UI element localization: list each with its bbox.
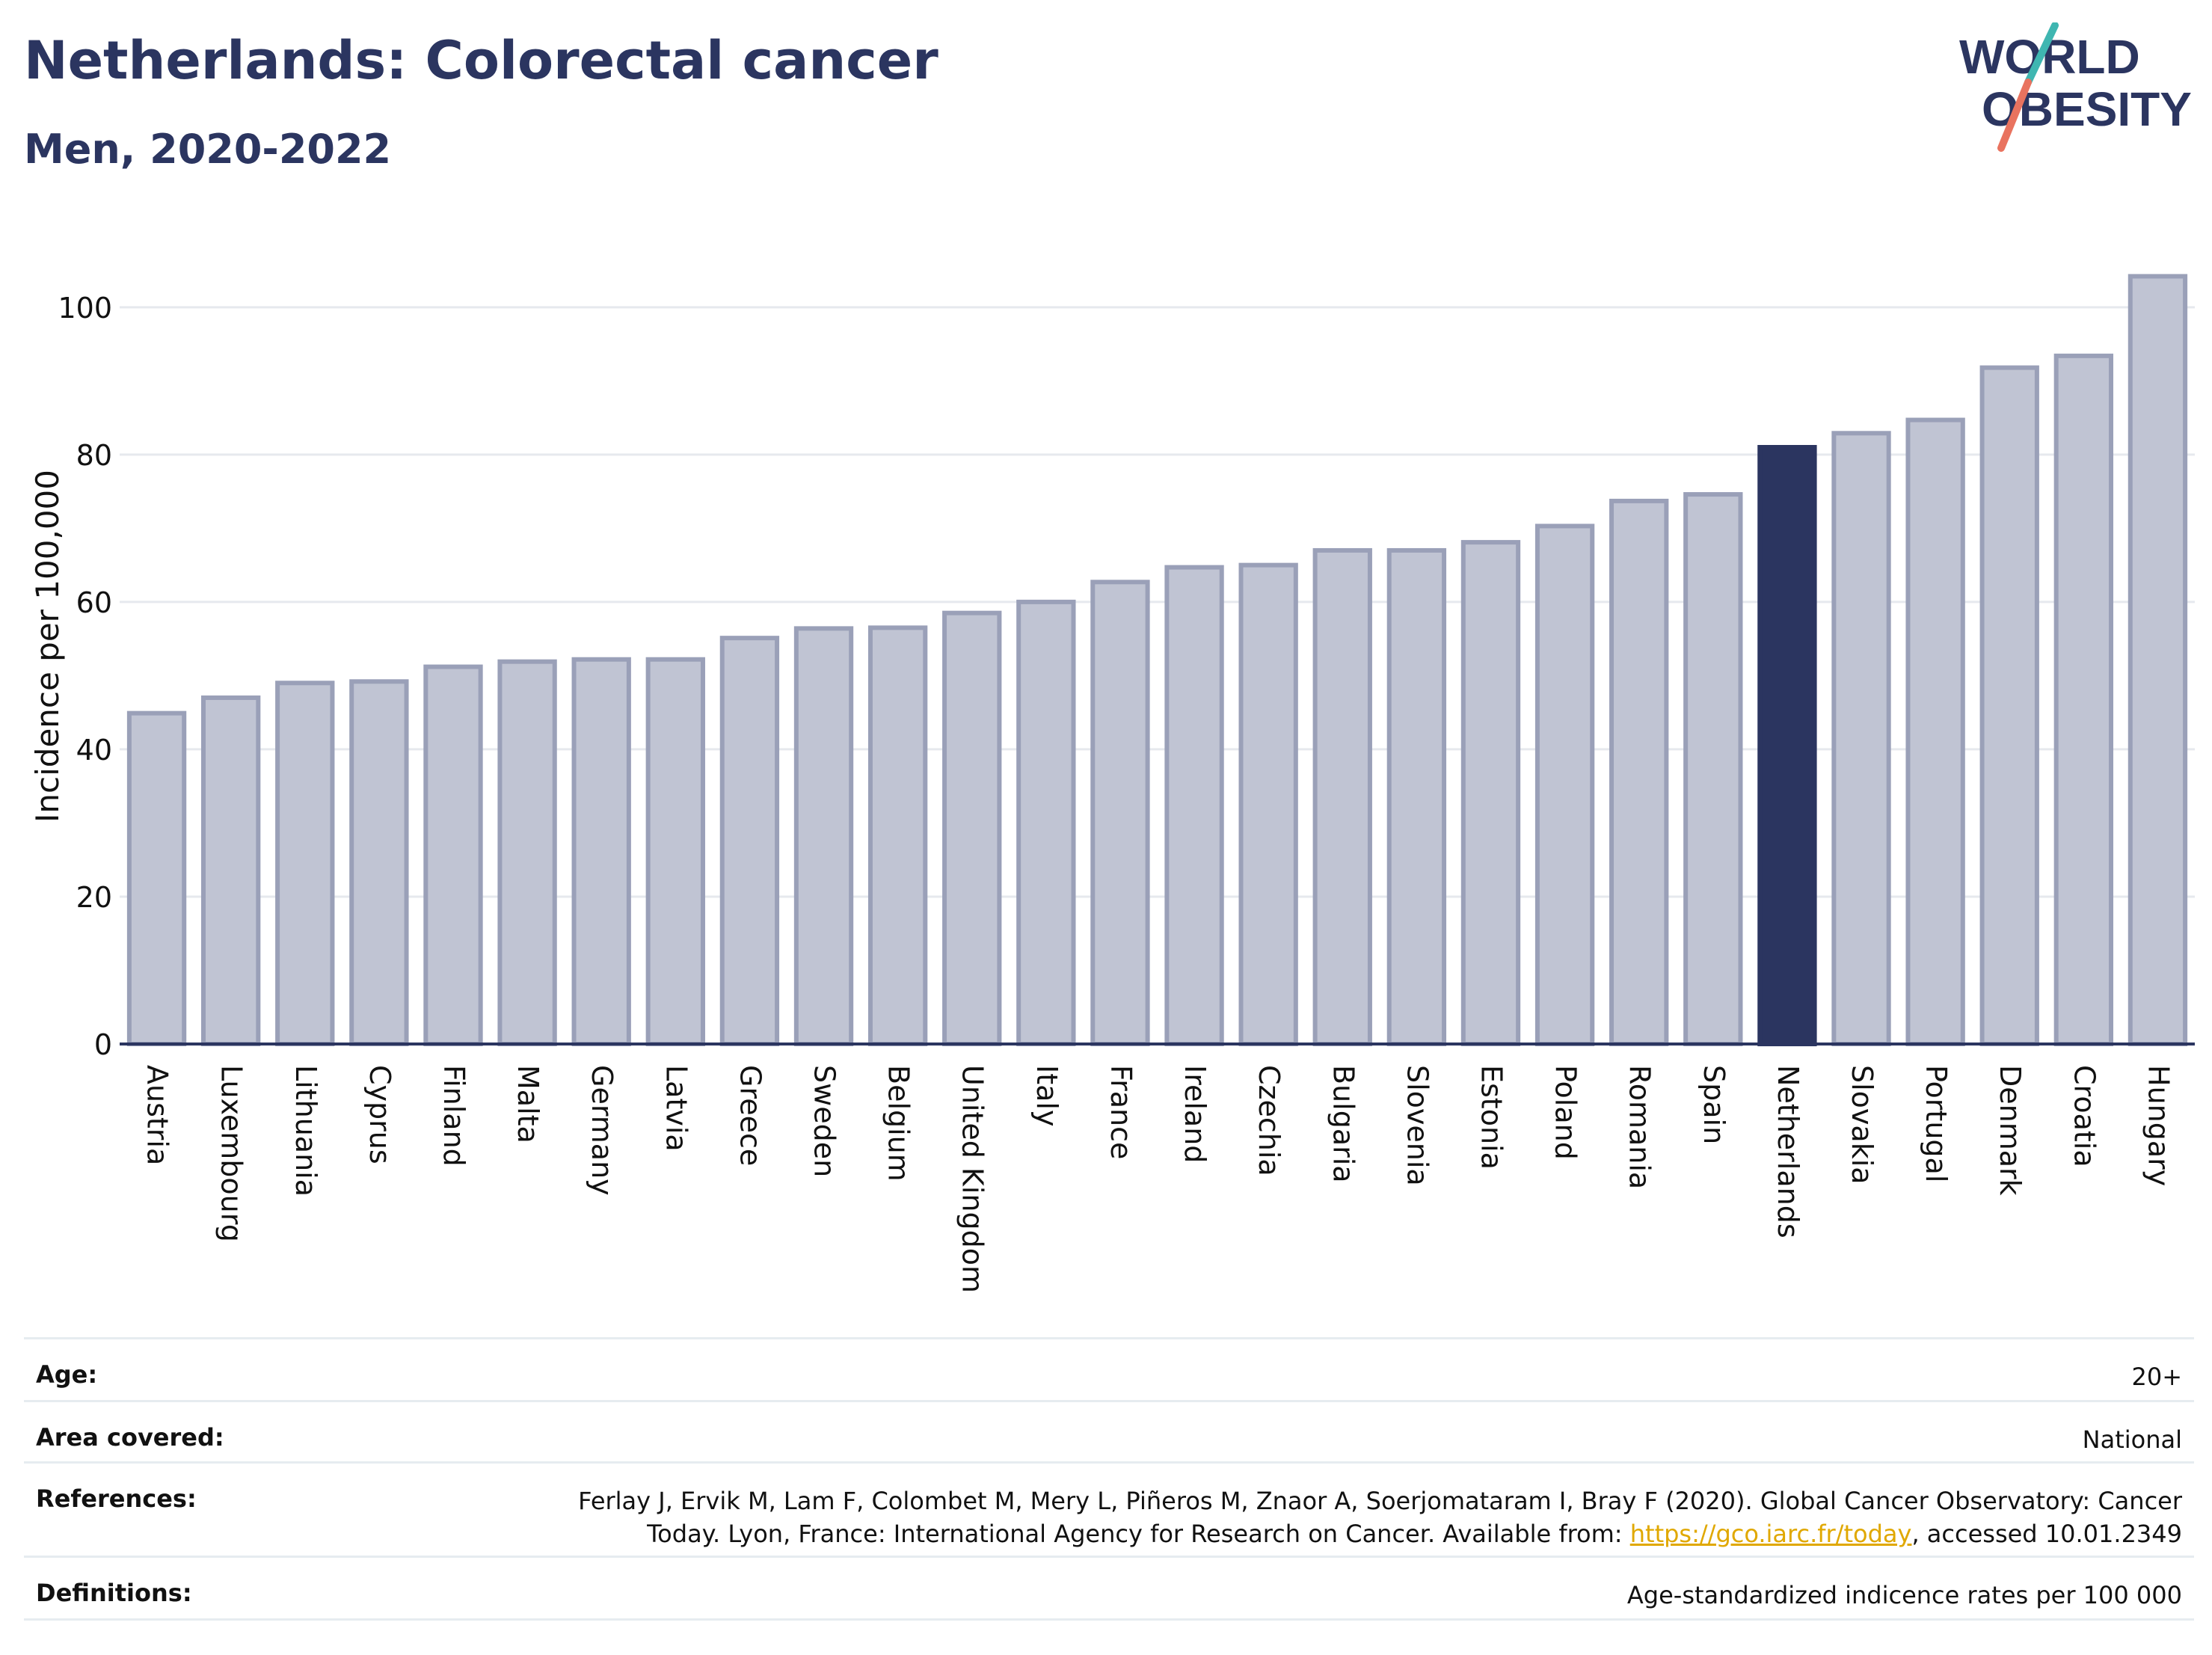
- bar-poland: [1534, 523, 1595, 1046]
- x-tick-label: United Kingdom: [956, 1065, 989, 1293]
- info-value: Age-standardized indicence rates per 100…: [1626, 1581, 2182, 1609]
- bar-croatia: [2053, 353, 2114, 1046]
- bar-estonia: [1460, 540, 1521, 1046]
- x-tick-label: Portugal: [1920, 1065, 1953, 1182]
- bar-finland: [423, 664, 483, 1047]
- x-tick-label: Germany: [586, 1065, 618, 1196]
- logo-slash-coral: [1997, 79, 2032, 152]
- y-tick-label: 60: [76, 586, 112, 619]
- bar-czechia: [1238, 562, 1298, 1046]
- page-subtitle: Men, 2020-2022: [24, 126, 392, 173]
- bar-greece: [719, 636, 780, 1046]
- x-tick-label: Malta: [511, 1065, 544, 1143]
- info-value: National: [2082, 1425, 2182, 1454]
- x-tick-label: Finland: [437, 1065, 470, 1167]
- x-tick-label: Lithuania: [289, 1065, 322, 1197]
- x-tick-label: Belgium: [882, 1065, 915, 1182]
- bar-germany: [571, 657, 631, 1046]
- reference-link[interactable]: https://gco.iarc.fr/today: [1629, 1520, 1912, 1548]
- info-row-area: Area covered: National: [24, 1402, 2194, 1464]
- y-tick-label: 20: [76, 881, 112, 914]
- x-tick-label: France: [1105, 1065, 1137, 1159]
- bar-belgium: [867, 625, 928, 1046]
- info-table: Age: 20+ Area covered: National Referenc…: [24, 1337, 2194, 1621]
- info-value: 20+: [2131, 1363, 2182, 1391]
- bar-bulgaria: [1312, 547, 1372, 1046]
- bar-malta: [497, 659, 557, 1046]
- info-label: Age:: [36, 1360, 98, 1389]
- bar-cyprus: [349, 679, 409, 1046]
- y-axis-label: Incidence per 100,000: [29, 470, 66, 823]
- y-tick-label: 80: [76, 439, 112, 472]
- bar-united-kingdom: [942, 610, 1002, 1046]
- x-tick-label: Austria: [141, 1065, 174, 1165]
- x-tick-label: Estonia: [1475, 1065, 1508, 1170]
- y-tick-label: 0: [94, 1028, 112, 1061]
- bar-latvia: [645, 657, 705, 1046]
- x-tick-label: Cyprus: [363, 1065, 396, 1164]
- x-tick-label: Sweden: [808, 1065, 841, 1177]
- bar-italy: [1016, 599, 1076, 1046]
- logo-slash-teal: [2024, 22, 2059, 86]
- x-tick-label: Ireland: [1179, 1065, 1211, 1163]
- bar-spain: [1683, 492, 1743, 1046]
- info-row-definitions: Definitions: Age-standardized indicence …: [24, 1558, 2194, 1621]
- y-tick-label: 40: [76, 734, 112, 767]
- info-row-age: Age: 20+: [24, 1339, 2194, 1402]
- bar-luxembourg: [200, 695, 261, 1046]
- bar-france: [1090, 580, 1150, 1046]
- bar-austria: [126, 710, 187, 1046]
- info-label: Area covered:: [36, 1423, 224, 1452]
- x-tick-label: Croatia: [2068, 1065, 2101, 1167]
- x-tick-label: Italy: [1030, 1065, 1063, 1126]
- info-value: Ferlay J, Ervik M, Lam F, Colombet M, Me…: [578, 1484, 2182, 1550]
- bar-hungary: [2127, 274, 2188, 1047]
- x-tick-label: Bulgaria: [1327, 1065, 1360, 1183]
- reference-accessed: , accessed 10.01.2349: [1911, 1520, 2182, 1548]
- x-tick-label: Slovakia: [1846, 1065, 1878, 1185]
- y-tick-label: 100: [58, 292, 112, 325]
- x-tick-label: Luxembourg: [215, 1065, 248, 1242]
- x-tick-label: Hungary: [2142, 1065, 2175, 1186]
- x-tick-label: Czechia: [1253, 1065, 1285, 1176]
- bar-sweden: [793, 626, 854, 1046]
- bar-ireland: [1164, 565, 1224, 1046]
- x-tick-label: Romania: [1623, 1065, 1656, 1189]
- bar-slovakia: [1831, 431, 1891, 1046]
- x-tick-label: Greece: [734, 1065, 766, 1166]
- info-label: Definitions:: [36, 1579, 192, 1607]
- bar-lithuania: [275, 681, 335, 1047]
- x-tick-label: Poland: [1549, 1065, 1582, 1160]
- bar-chart: 0 20 40 60 80 100 Incidence per 100,000 Austria…: [29, 274, 2195, 1293]
- bar-slovenia: [1386, 547, 1447, 1046]
- world-obesity-logo: WORLD OBESITY: [1959, 22, 2192, 152]
- bar-romania: [1609, 498, 1669, 1046]
- info-label: References:: [36, 1484, 197, 1513]
- bar-denmark: [1979, 365, 2039, 1047]
- x-tick-label: Netherlands: [1772, 1065, 1804, 1238]
- x-tick-label: Denmark: [1994, 1065, 2027, 1196]
- page-title: Netherlands: Colorectal cancer: [24, 30, 938, 91]
- bar-portugal: [1905, 417, 1965, 1046]
- reference-line-2: Today. Lyon, France: International Agenc…: [647, 1520, 1630, 1548]
- x-tick-label: Spain: [1698, 1065, 1730, 1144]
- info-row-references: References: Ferlay J, Ervik M, Lam F, Co…: [24, 1464, 2194, 1558]
- x-tick-label: Latvia: [660, 1065, 692, 1152]
- bar-netherlands: [1757, 445, 1817, 1046]
- reference-line-1: Ferlay J, Ervik M, Lam F, Colombet M, Me…: [578, 1487, 2182, 1515]
- x-tick-label: Slovenia: [1401, 1065, 1434, 1186]
